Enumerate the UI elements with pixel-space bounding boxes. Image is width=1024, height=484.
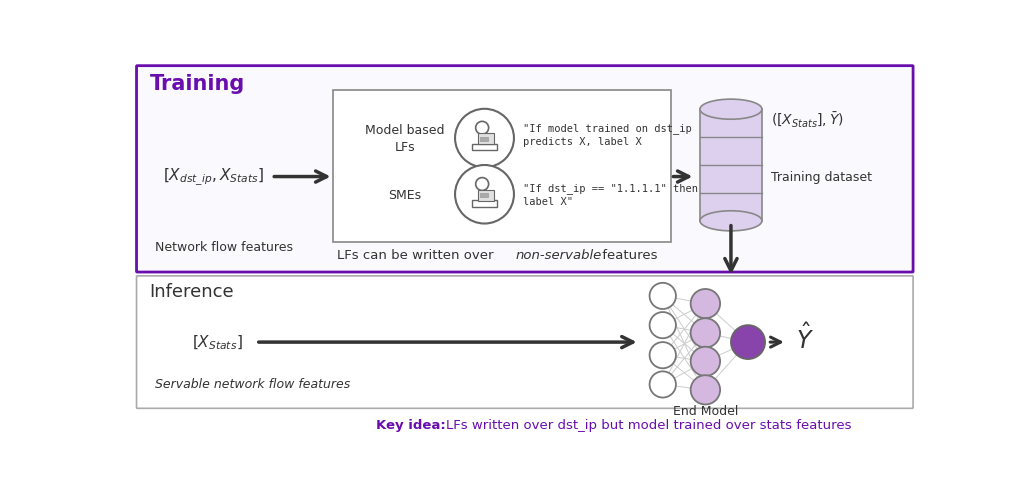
Text: Servable network flow features: Servable network flow features (155, 377, 350, 390)
Text: $[X_{Stats}]$: $[X_{Stats}]$ (191, 333, 243, 351)
Circle shape (731, 325, 765, 359)
Ellipse shape (700, 100, 762, 120)
Circle shape (455, 109, 514, 168)
Text: $[X_{dst\_ip}, X_{Stats}]$: $[X_{dst\_ip}, X_{Stats}]$ (163, 166, 264, 188)
Bar (472, 145, 497, 151)
Text: non-servable: non-servable (515, 249, 602, 262)
Text: Network flow features: Network flow features (155, 241, 293, 254)
Bar (480, 137, 488, 142)
Text: LFs written over dst_ip but model trained over stats features: LFs written over dst_ip but model traine… (445, 418, 851, 431)
Circle shape (476, 178, 488, 191)
Ellipse shape (700, 212, 762, 231)
Circle shape (690, 376, 720, 405)
Text: features: features (598, 249, 658, 262)
Text: Training dataset: Training dataset (771, 171, 872, 183)
Bar (478, 134, 495, 145)
Circle shape (649, 283, 676, 309)
Text: Key idea:: Key idea: (376, 418, 445, 431)
Circle shape (476, 122, 488, 135)
Circle shape (690, 289, 720, 318)
FancyBboxPatch shape (136, 66, 913, 272)
Text: Model based
LFs: Model based LFs (365, 124, 444, 154)
Circle shape (649, 313, 676, 338)
Circle shape (690, 347, 720, 376)
Text: LFs can be written over: LFs can be written over (337, 249, 498, 262)
Text: "If model trained on dst_ip
predicts X, label X: "If model trained on dst_ip predicts X, … (523, 123, 692, 147)
Circle shape (455, 166, 514, 224)
Bar (472, 201, 497, 207)
Bar (478, 190, 495, 201)
Circle shape (649, 342, 676, 368)
Text: "If dst_ip == "1.1.1.1" then
label X": "If dst_ip == "1.1.1.1" then label X" (523, 183, 698, 207)
FancyBboxPatch shape (136, 276, 913, 408)
Bar (480, 193, 488, 198)
Text: SMEs: SMEs (388, 188, 421, 201)
Bar (700, 110, 762, 221)
Text: End Model: End Model (673, 404, 738, 417)
Circle shape (690, 318, 720, 348)
Text: $\hat{Y}$: $\hat{Y}$ (796, 323, 814, 354)
Text: Inference: Inference (150, 283, 234, 301)
Text: $([X_{Stats}], \bar{Y})$: $([X_{Stats}], \bar{Y})$ (771, 110, 844, 129)
Circle shape (649, 372, 676, 398)
Text: Training: Training (150, 74, 245, 93)
Bar (334, 91, 671, 242)
